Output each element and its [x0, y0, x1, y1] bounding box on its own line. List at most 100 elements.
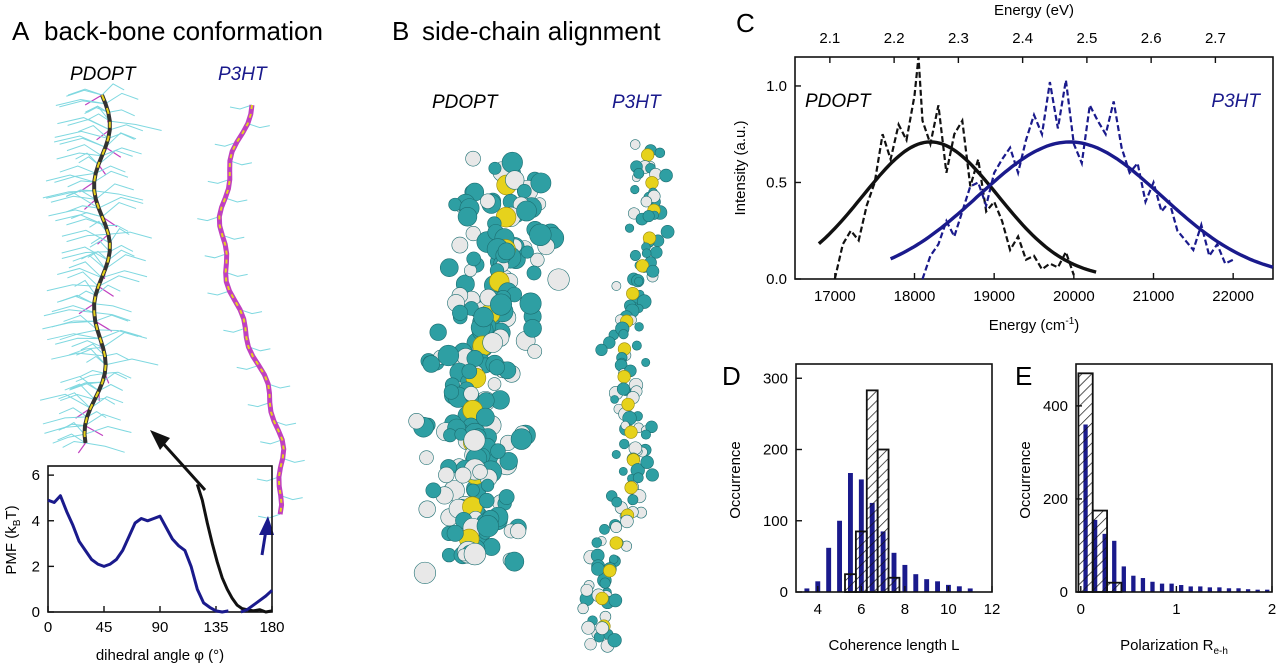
p3ht-sidechain: [248, 346, 271, 352]
pmf-xtick-label: 45: [96, 619, 113, 636]
p3ht-spacefill-sulfur-atom: [624, 480, 638, 495]
p3ht-sidechain: [204, 253, 227, 259]
coherence-ytick-label: 100: [763, 513, 788, 530]
p3ht-sidechain: [256, 476, 280, 482]
coherence-ytick-label: 0: [780, 584, 788, 601]
pdopt-sidechain: [107, 249, 135, 261]
pdopt-backbone-highlight: [83, 94, 111, 444]
p3ht-spacefill-atom: [640, 195, 653, 208]
polarization-bar-p3ht: [1140, 578, 1146, 592]
pdopt-sidechain: [51, 305, 95, 313]
spectra-ytick-label: 0.5: [766, 174, 787, 191]
p3ht-spacefill-atom: [603, 336, 616, 349]
p3ht-spacefill-atom: [634, 322, 644, 332]
spectra-xlabel: Energy (cm-1): [989, 316, 1080, 334]
pdopt-spacefill-atom: [448, 197, 462, 212]
p3ht-spacefill-atom: [581, 620, 596, 635]
pmf-xlabel: dihedral angle φ (°): [96, 647, 224, 664]
pdopt-sidechain: [68, 261, 103, 279]
p3ht-spacefill-atom: [641, 248, 652, 259]
coherence-xtick-label: 6: [857, 601, 865, 618]
pdopt-sidechain: [66, 205, 99, 213]
p3ht-sidechain: [239, 309, 263, 315]
pdopt-sidechain: [39, 393, 91, 409]
coherence-histogram: 4 6 8 10 12 0 100 200 300 Coherence length L Occur…: [727, 363, 1000, 654]
polarization-xtick-label: 2: [1268, 601, 1276, 618]
p3ht-sidechain: [247, 123, 270, 129]
spectra-xtick-label: 20000: [1053, 288, 1095, 305]
pdopt-spacefill-atom: [488, 161, 502, 175]
polarization-bar-p3ht: [1245, 589, 1251, 592]
pdopt-spacefill-atom: [505, 170, 525, 190]
pdopt-side-bond: [84, 94, 103, 106]
pdopt-spacefill-atom: [497, 242, 516, 261]
p3ht-spacefill-atom: [608, 593, 623, 608]
p3ht-sidechain: [267, 383, 291, 389]
pdopt-spacefill-atom: [463, 429, 486, 452]
pdopt-spacefill-atom: [413, 561, 437, 584]
pmf-xtick-label: 135: [203, 619, 228, 636]
spectra-legend-p3ht: P3HT: [1211, 91, 1261, 112]
p3ht-spacefill-atom: [632, 472, 644, 484]
pdopt-spacefill-atom: [437, 344, 460, 367]
pdopt-sidechain: [67, 88, 103, 96]
polarization-bar-p3ht: [1150, 581, 1155, 592]
spectra-series-pdopt_fit: [817, 140, 1097, 274]
pdopt-sidechain: [89, 240, 111, 252]
pdopt-spacefill-atom: [523, 319, 542, 338]
pdopt-spacefill-atom: [519, 292, 542, 315]
panel-e-letter: E: [1015, 361, 1032, 391]
pdopt-spacefill-atom: [479, 492, 495, 509]
pdopt-sidechain: [102, 331, 148, 348]
spectra-xtick-label: 18000: [894, 288, 936, 305]
pdopt-sidechain: [53, 135, 106, 148]
coherence-xtick-label: 4: [814, 601, 822, 618]
pdopt-sidechain: [85, 442, 125, 453]
coherence-bar-pdopt: [854, 530, 868, 593]
p3ht-spacefill-atom: [650, 246, 663, 259]
pdopt-spacefill-atom: [463, 386, 479, 402]
pdopt-sidechain: [75, 152, 99, 165]
spectra-xtick-label: 21000: [1133, 288, 1175, 305]
pdopt-side-bond: [84, 198, 97, 210]
coherence-bar-pdopt: [876, 448, 890, 593]
panel-a-title: back-bone conformation: [44, 16, 323, 46]
pdopt-side-bond: [94, 320, 113, 332]
p3ht-spacefill-atom: [611, 281, 622, 291]
spectra-x2tick-label: 2.3: [948, 30, 969, 47]
pdopt-spacefill-atom: [451, 236, 469, 254]
panel-a-label-pdopt: PDOPT: [70, 64, 137, 85]
pdopt-sidechain: [101, 202, 137, 218]
polarization-bar-p3ht: [1217, 587, 1222, 592]
pdopt-sidechain: [46, 284, 99, 292]
p3ht-spacefill-atom: [577, 602, 589, 615]
p3ht-sidechain: [247, 402, 270, 408]
polarization-xlabel: Polarization Re-h: [1120, 637, 1228, 657]
spectra-legend-pdopt: PDOPT: [805, 91, 872, 112]
polarization-ytick-label: 200: [1043, 491, 1068, 508]
pdopt-sidechain: [72, 254, 106, 270]
polarization-bar-pdopt: [1091, 509, 1108, 593]
polarization-ylabel: Occurrence: [1017, 441, 1034, 519]
p3ht-sidechain: [223, 327, 246, 333]
pdopt-spacefill-atom: [481, 478, 495, 492]
pmf-chart: 0 45 90 135 180 0 2 4 6 dihedral angle φ (°) PMF (…: [3, 465, 285, 664]
pdopt-sidechain: [98, 275, 140, 287]
pdopt-sidechain: [105, 358, 159, 366]
pdopt-sidechain: [60, 375, 100, 392]
p3ht-spacefill-atom: [641, 357, 651, 367]
p3ht-sidechain: [260, 439, 283, 445]
coherence-ytick-label: 200: [763, 442, 788, 459]
pdopt-sidechain: [94, 303, 132, 313]
pdopt-sidechain: [71, 340, 104, 348]
spectra-xtick-label: 19000: [973, 288, 1015, 305]
p3ht-spacefill-atom: [591, 562, 605, 576]
pdopt-spacefill-atom: [465, 150, 481, 167]
pdopt-sidechain: [61, 251, 110, 259]
pdopt-sidechain: [45, 174, 95, 183]
pmf-ytick-label: 4: [32, 513, 40, 530]
pdopt-sidechain: [58, 407, 88, 418]
pdopt-spacefill-atom: [443, 384, 460, 400]
pdopt-sidechain: [75, 372, 105, 383]
pmf-ytick-label: 2: [32, 558, 40, 575]
